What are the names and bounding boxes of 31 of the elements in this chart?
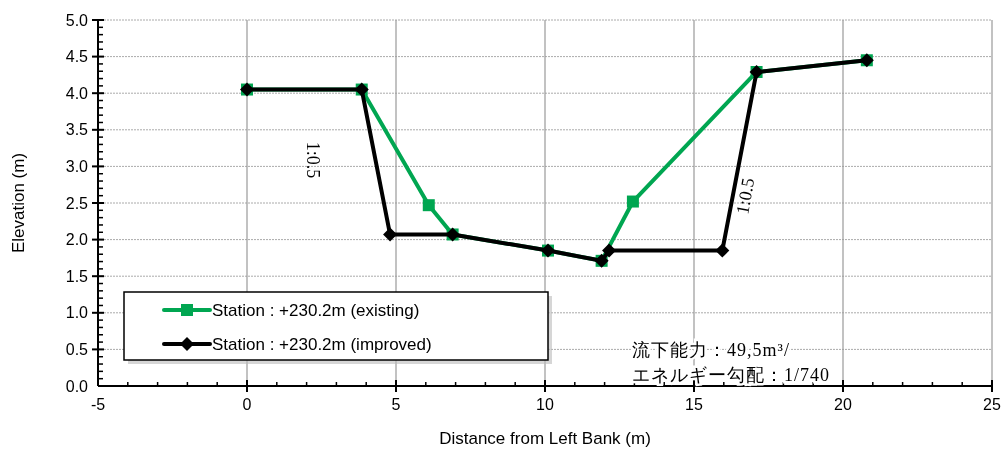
x-axis-title: Distance from Left Bank (m) bbox=[439, 429, 651, 448]
y-tick-label: 2.0 bbox=[65, 231, 89, 249]
x-tick-label: -5 bbox=[90, 396, 106, 413]
annotation: 1:0.5 bbox=[302, 141, 323, 179]
y-tick-label: 2.5 bbox=[65, 194, 89, 212]
legend-label: Station : +230.2m (improved) bbox=[212, 334, 432, 354]
x-tick-label: 15 bbox=[685, 396, 703, 413]
y-tick-label: 4.0 bbox=[65, 84, 89, 102]
x-tick-label: 5 bbox=[391, 396, 401, 413]
x-tick-label: 20 bbox=[834, 396, 852, 413]
y-tick-label: 1.0 bbox=[65, 304, 89, 322]
y-axis-title: Elevation (m) bbox=[9, 152, 28, 254]
y-tick-label: 0.5 bbox=[65, 341, 89, 358]
y-tick-label: 4.5 bbox=[65, 48, 89, 66]
x-tick-label: 10 bbox=[536, 396, 554, 413]
annotation: 流下能力：49,5m³/ bbox=[632, 340, 790, 360]
x-tick-label: 25 bbox=[983, 396, 1001, 413]
y-tick-label: 3.0 bbox=[65, 158, 89, 175]
point bbox=[422, 199, 435, 212]
x-tick-label: 0 bbox=[242, 396, 252, 413]
y-tick-label: 0.0 bbox=[65, 377, 89, 395]
point bbox=[602, 243, 617, 258]
y-tick-label: 1.5 bbox=[65, 267, 89, 285]
annotation: エネルギー勾配：1/740 bbox=[632, 365, 831, 385]
point bbox=[626, 195, 639, 208]
point bbox=[715, 243, 730, 258]
annotation: 1:0.5 bbox=[732, 176, 759, 216]
legend-label: Station : +230.2m (existing) bbox=[212, 300, 420, 320]
point bbox=[383, 227, 398, 242]
y-tick-label: 3.5 bbox=[65, 121, 89, 139]
y-tick-label: 5.0 bbox=[65, 11, 89, 29]
